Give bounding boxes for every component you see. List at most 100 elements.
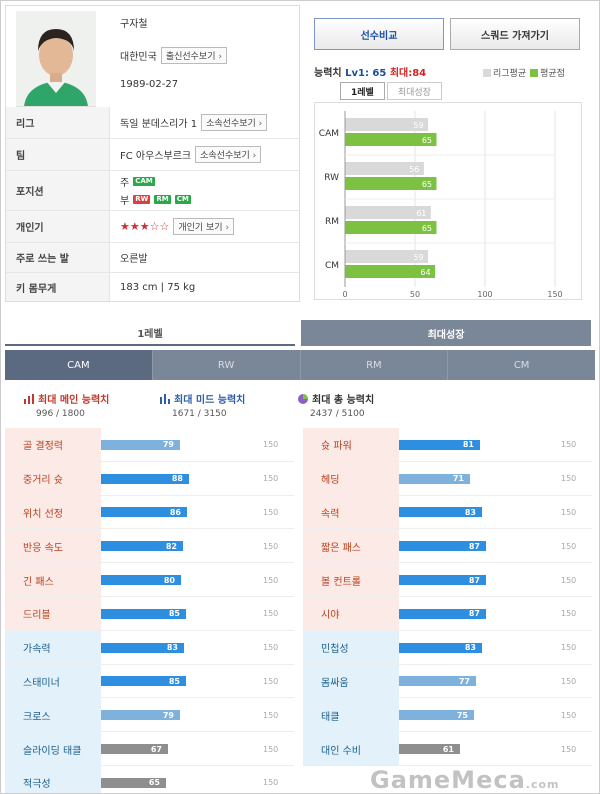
data-label: 59	[413, 253, 423, 262]
stat-name: 헤딩	[303, 461, 399, 496]
chart-header: 능력치 Lv1: 65 최대:84	[314, 64, 426, 79]
row-label: 포지션	[6, 171, 110, 210]
chart-tabs: 1레벨 최대성장	[340, 82, 442, 100]
stat-row: 태클 75 150	[303, 698, 592, 733]
player-name: 구자철	[120, 19, 148, 30]
stat-max: 150	[561, 541, 577, 551]
stat-name: 태클	[303, 698, 399, 733]
stat-name: 위치 선정	[5, 495, 101, 530]
summary-value: 1671 / 3150	[172, 409, 227, 419]
stat-bar: 88	[101, 473, 189, 484]
stat-name: 스태미너	[5, 664, 101, 699]
tab-level1[interactable]: 1레벨	[5, 320, 295, 346]
stat-name: 볼 컨트롤	[303, 563, 399, 597]
stat-max: 150	[263, 541, 279, 551]
position-tab-rw[interactable]: RW	[152, 350, 301, 380]
stat-row: 드리블 85 150	[5, 596, 294, 631]
stat-bar-track: 81	[399, 439, 549, 450]
stat-max: 150	[263, 609, 279, 619]
tick-label: 150	[547, 290, 562, 299]
bar-chart-icon	[24, 393, 34, 404]
player-birth: 1989-02-27	[120, 79, 179, 90]
stat-max: 150	[561, 609, 577, 619]
team-value: FC 아우스부르크	[120, 151, 192, 162]
stat-row: 골 결정력 79 150	[5, 428, 294, 462]
stat-bar: 87	[399, 541, 486, 552]
bar	[345, 206, 431, 219]
summary-value: 996 / 1800	[36, 409, 85, 419]
data-label: 59	[413, 121, 423, 130]
stat-row: 가속력 83 150	[5, 630, 294, 665]
stat-bar-track: 85	[101, 676, 251, 687]
chart-tab-max[interactable]: 최대성장	[386, 82, 442, 100]
stat-bar: 83	[399, 507, 482, 518]
team-players-button[interactable]: 소속선수보기	[195, 146, 262, 163]
bar	[345, 177, 437, 190]
stat-max: 150	[263, 710, 279, 720]
row-position: 포지션 주 CAM 부 RW RM CM	[6, 171, 299, 211]
stat-bar: 85	[101, 676, 186, 687]
nation-players-button[interactable]: 출신선수보기	[160, 47, 227, 64]
stat-bar-track: 65	[101, 777, 251, 788]
bar	[345, 118, 429, 131]
stat-row: 속력 83 150	[303, 495, 592, 530]
tick-label: 100	[477, 290, 492, 299]
stat-row: 크로스 79 150	[5, 698, 294, 733]
row-label: 리그	[6, 107, 110, 138]
row-label: 팀	[6, 139, 110, 170]
stat-max: 150	[263, 676, 279, 686]
compare-button[interactable]: 선수비교	[314, 18, 444, 50]
stat-row: 몸싸움 77 150	[303, 664, 592, 699]
squad-button[interactable]: 스쿼드 가져가기	[450, 18, 580, 50]
stat-row: 스태미너 85 150	[5, 664, 294, 699]
stat-bar-track: 86	[101, 507, 251, 518]
summary-main: 최대 메인 능력치 996 / 1800	[24, 391, 109, 419]
stat-bar-track: 79	[101, 710, 251, 721]
legend-item: 리그평균	[483, 66, 526, 79]
stat-name: 적극성	[5, 765, 101, 794]
tab-max-growth[interactable]: 최대성장	[301, 320, 591, 346]
stat-bar: 87	[399, 608, 486, 619]
bar	[345, 162, 424, 175]
summary-title: 최대 메인 능력치	[38, 395, 110, 406]
stat-max: 150	[561, 575, 577, 585]
stat-max: 150	[263, 440, 279, 450]
stat-row: 슛 파워 81 150	[303, 428, 592, 462]
stat-name: 반응 속도	[5, 529, 101, 564]
stat-row: 적극성 65 150	[5, 765, 294, 794]
main-position-label: 주	[120, 178, 130, 189]
stat-max: 150	[263, 778, 279, 788]
position-tab-rm[interactable]: RM	[300, 350, 449, 380]
foot-value: 오른발	[120, 254, 148, 265]
stat-name: 드리블	[5, 596, 101, 631]
league-players-button[interactable]: 소속선수보기	[201, 114, 268, 131]
player-photo	[16, 11, 96, 107]
position-tab-cam[interactable]: CAM	[5, 350, 153, 380]
player-photo-image	[16, 11, 96, 106]
stat-bar: 80	[101, 575, 181, 586]
summary-mid: 최대 미드 능력치 1671 / 3150	[160, 391, 245, 419]
stat-bar-track: 83	[399, 507, 549, 518]
stat-max: 150	[561, 643, 577, 653]
chart-tab-level1[interactable]: 1레벨	[340, 82, 385, 100]
stat-bar: 81	[399, 439, 480, 450]
stat-name: 속력	[303, 495, 399, 530]
bar	[345, 265, 436, 278]
pie-chart-icon	[298, 393, 308, 404]
bar	[345, 250, 429, 263]
stat-name: 골 결정력	[5, 428, 101, 462]
stat-bar: 61	[399, 744, 460, 755]
stat-max: 150	[263, 474, 279, 484]
stat-name: 짧은 패스	[303, 529, 399, 564]
main-position-badge: CAM	[133, 177, 155, 186]
row-label: 주로 쓰는 발	[6, 243, 110, 272]
gamemeca-watermark: GameMeca.com	[370, 766, 560, 794]
sub-position-badge: RM	[154, 195, 171, 204]
sub-position-badge: RW	[133, 195, 151, 204]
position-tab-cm[interactable]: CM	[448, 350, 595, 380]
skills-button[interactable]: 개인기 보기	[173, 218, 235, 235]
stat-max: 150	[561, 440, 577, 450]
data-label: 64	[420, 268, 430, 277]
player-nation: 대한민국	[120, 52, 157, 63]
